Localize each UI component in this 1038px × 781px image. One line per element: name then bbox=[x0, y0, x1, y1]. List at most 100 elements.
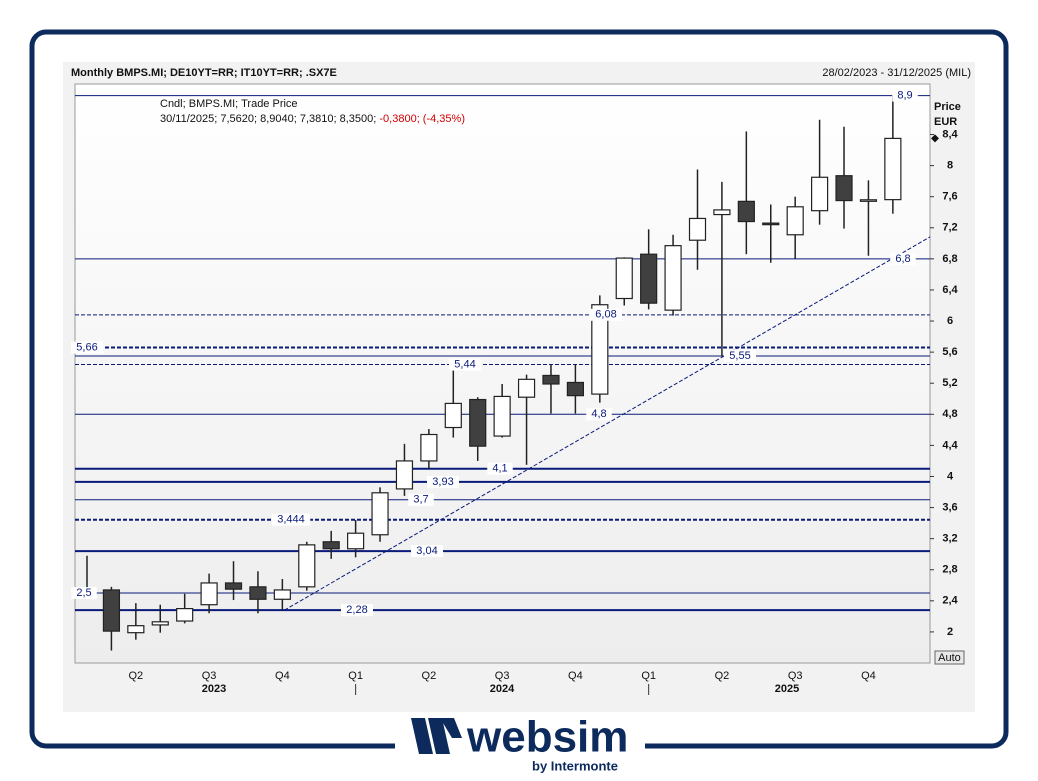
candle-body bbox=[786, 206, 804, 236]
logo-icon-part bbox=[440, 718, 462, 738]
candle-body bbox=[762, 222, 780, 226]
candle-body bbox=[273, 589, 291, 600]
candle-body bbox=[151, 621, 169, 626]
y-tick-label: 4,8 bbox=[942, 408, 957, 420]
level-label: 3,93 bbox=[432, 476, 453, 488]
x-tick-label: Q2 bbox=[128, 670, 143, 682]
candle-body bbox=[298, 544, 316, 588]
candle-body bbox=[469, 398, 487, 447]
y-tick-label: 6,8 bbox=[942, 253, 957, 265]
level-label-bg bbox=[586, 408, 612, 421]
year-label: 2023 bbox=[202, 683, 226, 695]
candle-body bbox=[566, 381, 585, 397]
level-label-bg bbox=[427, 475, 459, 488]
candle-body bbox=[224, 582, 243, 590]
y-tick-label: 3,6 bbox=[942, 501, 957, 513]
candle-body bbox=[688, 217, 707, 241]
y-tick-label: 2,8 bbox=[942, 564, 957, 576]
y-tick-label: 3,2 bbox=[942, 533, 957, 545]
logo-icon bbox=[411, 718, 450, 754]
logo-tagline: by Intermonte bbox=[532, 758, 618, 773]
plot-area bbox=[74, 83, 931, 664]
candle-body bbox=[444, 402, 462, 429]
y-axis-label: Price bbox=[934, 101, 961, 113]
y-tick-label: 6 bbox=[947, 315, 953, 327]
auto-label[interactable]: Auto bbox=[938, 652, 961, 664]
candle-body bbox=[395, 460, 414, 490]
info: 30/11/2025; 7,5620; 8,9040; 7,3810; 8,35… bbox=[160, 113, 465, 125]
level-label: 3,7 bbox=[413, 494, 428, 506]
info-change: -0,3800; (-4,35%) bbox=[379, 113, 465, 125]
chart-title: Monthly BMPS.MI; DE10YT=RR; IT10YT=RR; .… bbox=[71, 67, 337, 79]
candle-body bbox=[517, 378, 536, 398]
info-values: 30/11/2025; 7,5620; 8,9040; 7,3810; 8,35… bbox=[160, 113, 376, 125]
y-tick-label: 8 bbox=[947, 160, 953, 172]
level-label-bg bbox=[71, 587, 97, 600]
level-label-bg bbox=[590, 308, 622, 321]
y-tick-label: 6,4 bbox=[942, 284, 958, 296]
candle-body bbox=[615, 257, 633, 300]
auto-button[interactable] bbox=[934, 650, 965, 665]
level-label: 5,55 bbox=[729, 350, 750, 362]
level-label: 4,1 bbox=[492, 463, 507, 475]
candle-body bbox=[127, 625, 145, 634]
last-price-marker bbox=[931, 134, 939, 143]
legend-label: Cndl; BMPS.MI; Trade Price bbox=[160, 98, 298, 110]
date-range: 28/02/2023 - 31/12/2025 (MIL) bbox=[822, 67, 971, 79]
candle-body bbox=[664, 245, 682, 311]
level-label-bg bbox=[890, 252, 916, 265]
y-tick-label: 8,4 bbox=[942, 128, 958, 140]
candle-body bbox=[884, 137, 902, 201]
candle-body bbox=[713, 209, 731, 216]
candle-body bbox=[591, 304, 609, 395]
y-axis-unit: EUR bbox=[934, 116, 957, 128]
trendline bbox=[284, 236, 931, 611]
candle-body bbox=[737, 200, 755, 223]
x-tick-label: Q3 bbox=[788, 670, 803, 682]
candle-body bbox=[102, 589, 121, 632]
level-label: 8,9 bbox=[897, 90, 912, 102]
level-label: 4,8 bbox=[591, 408, 606, 420]
candle-body bbox=[542, 374, 560, 385]
level-label-bg bbox=[271, 513, 311, 526]
x-tick-label: Q2 bbox=[715, 670, 730, 682]
year-label: 2024 bbox=[490, 683, 515, 695]
level-label-bg bbox=[71, 341, 103, 354]
level-label-bg bbox=[449, 358, 481, 371]
level-label: 2,28 bbox=[346, 604, 367, 616]
level-label-bg bbox=[892, 89, 918, 102]
level-label-bg bbox=[724, 350, 756, 363]
x-tick-label: Q1 bbox=[641, 670, 656, 682]
x-tick-label: Q4 bbox=[568, 670, 583, 682]
x-tick-label: Q4 bbox=[275, 670, 290, 682]
candle-body bbox=[420, 433, 438, 462]
candle-body bbox=[347, 532, 365, 550]
x-tick-label: Q4 bbox=[861, 670, 876, 682]
candle-body bbox=[176, 607, 194, 622]
y-tick-label: 2,4 bbox=[942, 595, 958, 607]
level-label: 3,04 bbox=[416, 545, 437, 557]
level-label-bg bbox=[408, 493, 434, 506]
level-label-bg bbox=[411, 545, 443, 558]
x-tick-label: Q3 bbox=[495, 670, 510, 682]
y-tick-label: 4,4 bbox=[942, 439, 958, 451]
candle-body bbox=[249, 586, 267, 600]
y-tick-label: 4 bbox=[947, 470, 954, 482]
candle-body bbox=[810, 176, 829, 212]
y-tick-label: 5,2 bbox=[942, 377, 957, 389]
x-tick-label: Q1 bbox=[348, 670, 363, 682]
y-tick-label: 2 bbox=[947, 626, 953, 638]
level-label: 6,08 bbox=[595, 309, 616, 321]
year-label: 2025 bbox=[775, 683, 799, 695]
candle-body bbox=[200, 582, 218, 606]
level-label: 6,8 bbox=[895, 253, 910, 265]
x-tick-label: Q2 bbox=[422, 670, 437, 682]
x-tick-label: Q3 bbox=[202, 670, 217, 682]
level-label-bg bbox=[487, 462, 513, 475]
logo-name: websim bbox=[466, 713, 628, 762]
candle-body bbox=[859, 199, 878, 202]
candle-body bbox=[835, 175, 853, 202]
candle-body bbox=[640, 253, 658, 304]
y-tick-label: 5,6 bbox=[942, 346, 957, 358]
